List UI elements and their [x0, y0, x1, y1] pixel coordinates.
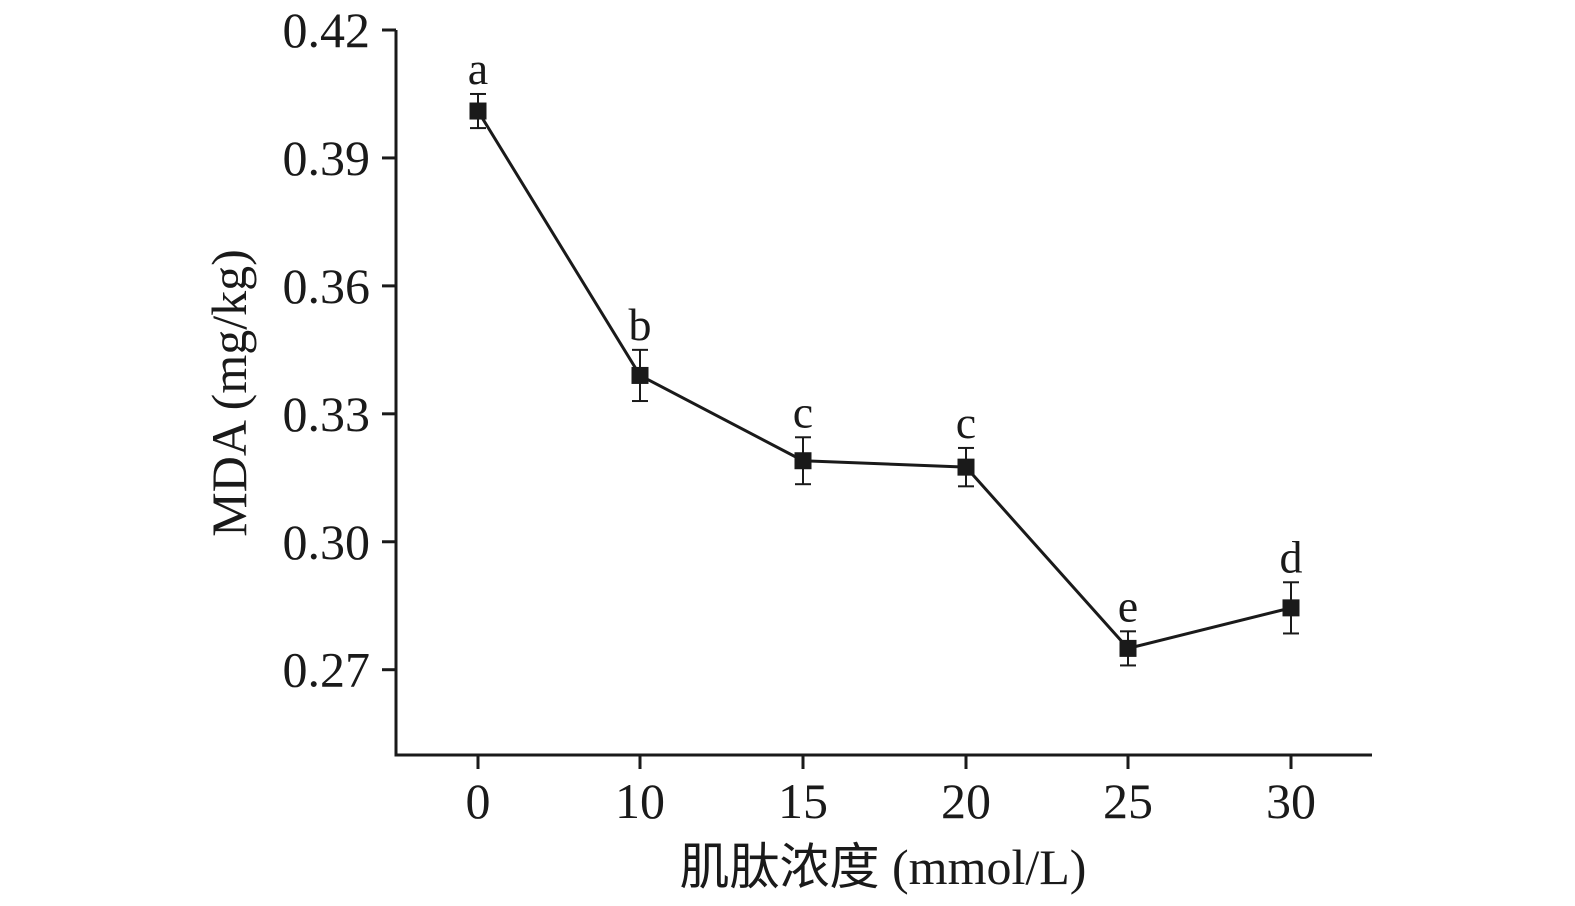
data-point [469, 102, 487, 120]
data-point [631, 366, 649, 384]
significance-label: d [1280, 531, 1303, 582]
significance-label: c [956, 397, 976, 448]
x-tick-label: 30 [1266, 773, 1316, 829]
x-tick-label: 25 [1103, 773, 1153, 829]
axes [394, 30, 1372, 757]
x-tick-label: 0 [466, 773, 491, 829]
y-tick-label: 0.42 [283, 2, 371, 58]
y-tick-label: 0.36 [283, 258, 371, 314]
plot-area: a b c c e d [468, 43, 1303, 667]
significance-label: a [468, 43, 488, 94]
y-tick-label: 0.39 [283, 130, 371, 186]
x-tick-label: 20 [941, 773, 991, 829]
significance-label: b [629, 299, 652, 350]
y-axis-title: MDA (mg/kg) [201, 249, 257, 537]
series-line [476, 110, 1292, 650]
y-tick-label: 0.30 [283, 514, 371, 570]
x-tick-label: 15 [778, 773, 828, 829]
data-point [1282, 599, 1300, 617]
x-axis-title: 肌肽浓度 (mmol/L) [680, 839, 1087, 895]
y-axis-ticks: 0.27 0.30 0.33 0.36 0.39 0.42 [283, 2, 396, 698]
x-tick-label: 10 [615, 773, 665, 829]
significance-label: c [793, 386, 813, 437]
y-tick-label: 0.27 [283, 642, 371, 698]
data-point [794, 452, 812, 470]
x-axis-ticks: 0 10 15 20 25 30 [466, 755, 1316, 829]
data-point [1119, 639, 1137, 657]
data-point [957, 458, 975, 476]
y-tick-label: 0.33 [283, 386, 371, 442]
significance-label: e [1118, 580, 1138, 631]
